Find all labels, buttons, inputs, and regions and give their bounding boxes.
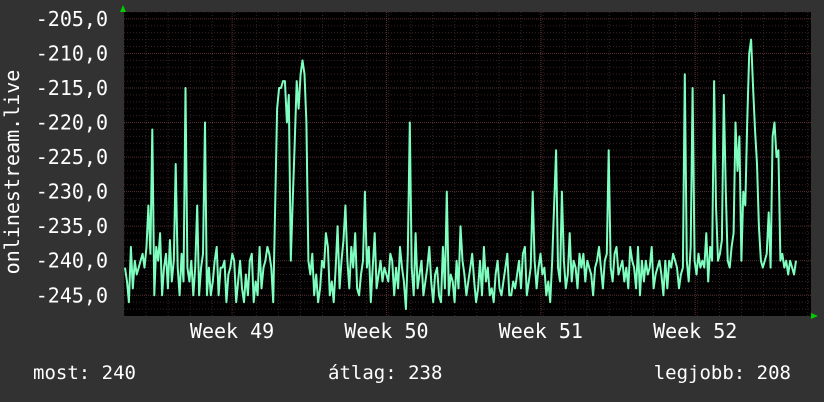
y-tick-label: -230,0	[36, 180, 108, 204]
y-tick-label: -245,0	[36, 283, 108, 307]
y-tick-label: -210,0	[36, 41, 108, 65]
y-tick-label: -235,0	[36, 214, 108, 238]
series-line	[124, 38, 797, 311]
x-tick-label: Week 49	[190, 319, 274, 343]
y-tick-label: -205,0	[36, 7, 108, 31]
footer-best: legjobb: 208	[653, 362, 791, 384]
y-tick-label: -220,0	[36, 111, 108, 135]
x-tick-label: Week 51	[499, 319, 583, 343]
y-tick-label: -225,0	[36, 145, 108, 169]
y-tick-label: -215,0	[36, 76, 108, 100]
y-tick-label: -240,0	[36, 249, 108, 273]
footer-average: átlag: 238	[328, 362, 443, 384]
y-axis-label: onlinestream.live	[0, 70, 24, 275]
x-tick-label: Week 50	[344, 319, 428, 343]
x-axis-arrow	[811, 313, 818, 319]
y-axis-arrow	[120, 5, 126, 12]
x-tick-label: Week 52	[653, 319, 737, 343]
footer-current: most: 240	[33, 362, 136, 384]
